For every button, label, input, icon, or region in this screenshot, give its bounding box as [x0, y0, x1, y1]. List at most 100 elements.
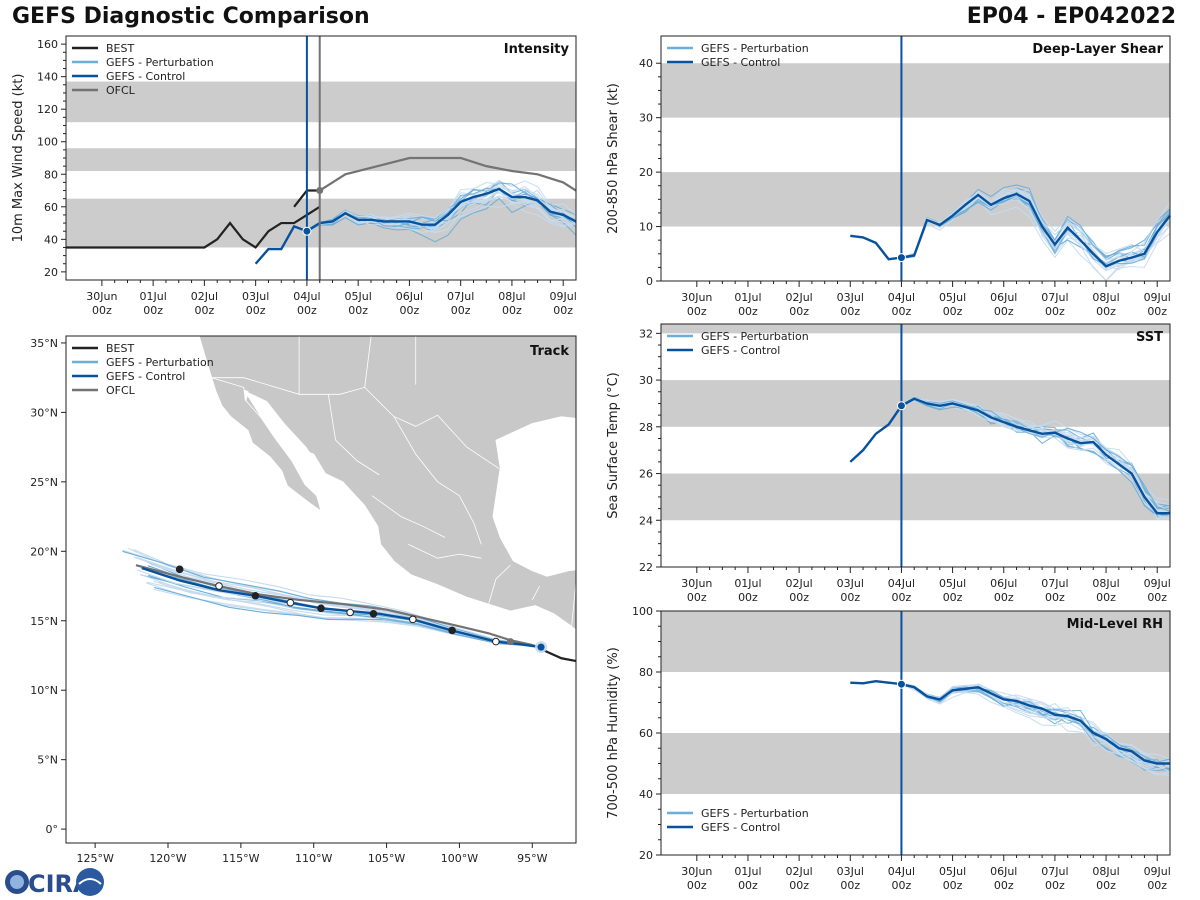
x-tick-label: 08Jul: [1092, 577, 1119, 590]
y-tick-label: 32: [639, 327, 653, 340]
y-axis-label: Sea Surface Temp (°C): [606, 372, 621, 519]
political-border: [364, 336, 372, 388]
y-tick-label: 20: [639, 849, 653, 862]
rh-panel: 2040608010030Jun00z01Jul00z02Jul00z03Jul…: [606, 605, 1171, 892]
shaded-band: [66, 148, 576, 172]
panel-title: SST: [1136, 330, 1163, 345]
x-tick-sublabel: 00z: [840, 879, 860, 892]
x-tick-label: 06Jul: [990, 577, 1017, 590]
track-position-marker: [409, 615, 417, 624]
x-tick-sublabel: 00z: [195, 304, 215, 317]
legend-label: GEFS - Perturbation: [701, 330, 809, 343]
x-tick-label: 03Jul: [242, 290, 269, 303]
y-tick-label: 40: [639, 57, 653, 70]
x-tick-label: 30Jun: [681, 865, 712, 878]
x-tick-sublabel: 00z: [789, 305, 809, 318]
cira-logo-badge-icon: [76, 868, 104, 896]
x-tick-sublabel: 00z: [943, 879, 963, 892]
lat-tick-label: 20°N: [30, 545, 58, 558]
x-tick-sublabel: 00z: [738, 879, 758, 892]
perturbation-line: [901, 398, 1171, 510]
shaded-band: [661, 172, 1170, 227]
legend-label: GEFS - Perturbation: [701, 42, 809, 55]
best-track: [539, 647, 576, 663]
perturbation-line: [901, 683, 1171, 770]
x-tick-label: 09Jul: [550, 290, 577, 303]
x-tick-label: 03Jul: [837, 865, 864, 878]
y-tick-label: 24: [639, 514, 653, 527]
ofcl-line: [319, 156, 577, 192]
x-tick-sublabel: 00z: [789, 879, 809, 892]
x-tick-sublabel: 00z: [1096, 879, 1116, 892]
perturbation-line: [901, 683, 1171, 763]
analysis-point: [896, 679, 906, 689]
lon-tick-label: 105°W: [368, 852, 405, 865]
x-tick-label: 05Jul: [939, 291, 966, 304]
lat-tick-label: 35°N: [30, 337, 58, 350]
x-tick-sublabel: 00z: [840, 591, 860, 604]
panel-title: Mid-Level RH: [1067, 617, 1163, 632]
perturbation-line: [901, 192, 1171, 271]
track-position-marker: [317, 604, 325, 613]
panel-title: Track: [530, 344, 569, 359]
x-tick-sublabel: 00z: [502, 304, 522, 317]
y-tick-label: 120: [37, 103, 58, 116]
legend-label: GEFS - Control: [106, 370, 185, 383]
y-tick-label: 60: [44, 201, 58, 214]
perturbation-line: [901, 683, 1171, 770]
x-tick-label: 30Jun: [681, 577, 712, 590]
political-border: [408, 544, 482, 559]
x-tick-label: 02Jul: [785, 865, 812, 878]
y-axis-label: 200-850 hPa Shear (kt): [606, 83, 621, 234]
political-border: [488, 564, 511, 605]
legend-label: OFCL: [106, 84, 136, 97]
x-tick-sublabel: 00z: [143, 304, 163, 317]
legend-label: GEFS - Perturbation: [106, 56, 214, 69]
x-tick-sublabel: 00z: [92, 304, 112, 317]
shaded-band: [661, 611, 1170, 672]
y-tick-label: 160: [37, 38, 58, 51]
track-position-marker: [492, 637, 500, 646]
x-tick-label: 06Jul: [990, 865, 1017, 878]
page-title: GEFS Diagnostic Comparison: [12, 4, 370, 29]
political-border: [211, 377, 501, 470]
y-tick-label: 22: [639, 561, 653, 574]
analysis-point: [896, 401, 906, 411]
cira-logo: CIRA: [5, 868, 104, 898]
y-tick-label: 40: [44, 233, 58, 246]
y-tick-label: 140: [37, 71, 58, 84]
cira-logo-globe-inner: [10, 875, 24, 889]
x-tick-label: 04Jul: [888, 291, 915, 304]
perturbation-line: [901, 683, 1171, 760]
track-position-marker: [175, 565, 184, 574]
lon-tick-label: 110°W: [295, 852, 332, 865]
x-tick-label: 09Jul: [1144, 291, 1171, 304]
x-tick-sublabel: 00z: [553, 304, 573, 317]
track-position-marker: [369, 610, 378, 618]
y-tick-label: 20: [44, 266, 58, 279]
x-tick-sublabel: 00z: [892, 591, 912, 604]
x-tick-sublabel: 00z: [1147, 305, 1167, 318]
lon-tick-label: 125°W: [76, 852, 113, 865]
x-tick-sublabel: 00z: [738, 305, 758, 318]
x-tick-sublabel: 00z: [400, 304, 420, 317]
x-tick-label: 07Jul: [1041, 865, 1068, 878]
lon-tick-label: 120°W: [149, 852, 186, 865]
lat-tick-label: 15°N: [30, 615, 58, 628]
x-tick-label: 07Jul: [1041, 291, 1068, 304]
lon-tick-label: 115°W: [222, 852, 259, 865]
x-tick-sublabel: 00z: [738, 591, 758, 604]
track-panel: 0° 5°N 10°N 15°N 20°N 25°N 30°N 35°N 125°W 120°W 1…: [30, 335, 577, 865]
y-tick-label: 80: [639, 666, 653, 679]
x-tick-label: 03Jul: [837, 577, 864, 590]
legend-label: GEFS - Perturbation: [106, 356, 214, 369]
lon-tick-label: 95°W: [517, 852, 547, 865]
x-tick-label: 09Jul: [1144, 577, 1171, 590]
ofcl-position-marker: [506, 638, 514, 646]
x-tick-sublabel: 00z: [1096, 591, 1116, 604]
analysis-point: [896, 253, 906, 263]
y-tick-label: 10: [639, 221, 653, 234]
legend-label: BEST: [106, 42, 134, 55]
x-tick-label: 04Jul: [888, 865, 915, 878]
x-tick-label: 04Jul: [888, 577, 915, 590]
